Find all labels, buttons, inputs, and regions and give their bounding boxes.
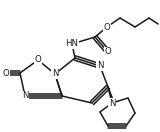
Text: O: O bbox=[104, 22, 110, 32]
Text: N: N bbox=[97, 62, 103, 70]
Text: O: O bbox=[3, 69, 9, 77]
Text: O: O bbox=[35, 55, 41, 65]
Text: O: O bbox=[105, 48, 111, 56]
Text: N: N bbox=[109, 98, 115, 107]
Text: N: N bbox=[22, 91, 28, 100]
Text: N: N bbox=[52, 70, 58, 79]
Text: HN: HN bbox=[65, 39, 79, 48]
